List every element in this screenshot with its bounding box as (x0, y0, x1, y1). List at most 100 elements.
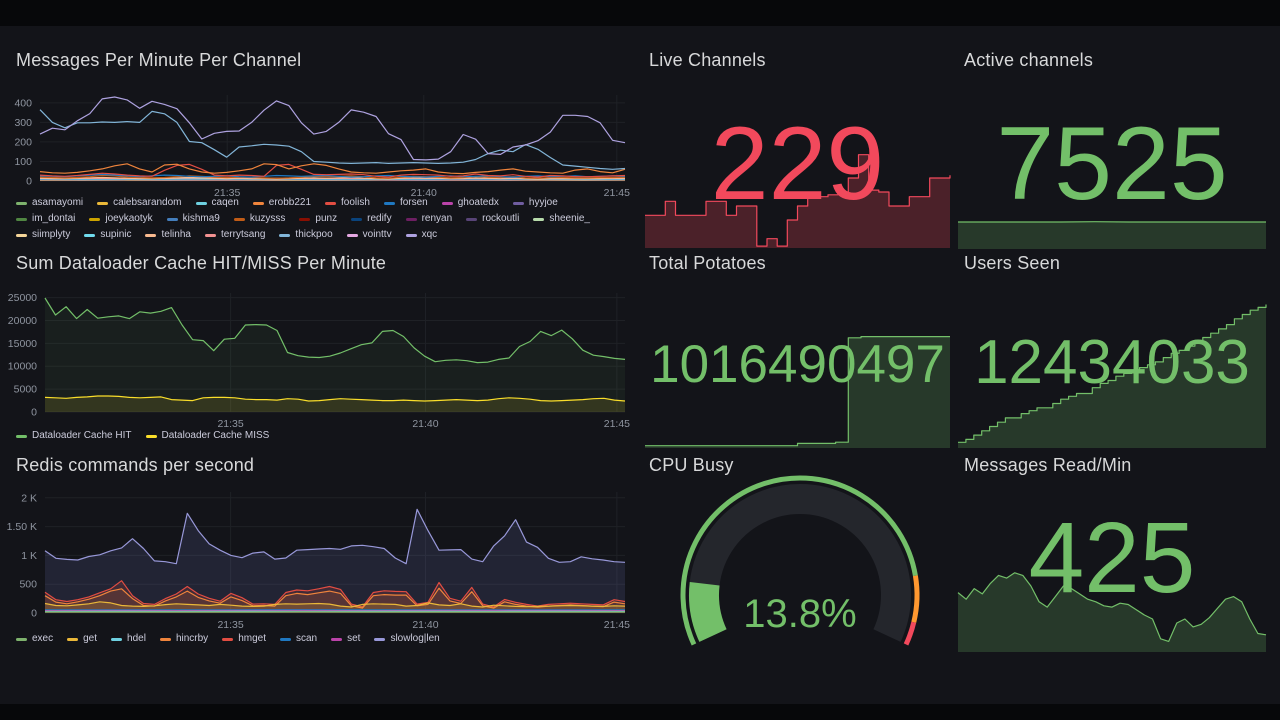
legend-swatch (383, 201, 395, 205)
messages-per-channel-legend: asamayomi calebsarandom caqen erobb221 fooli… (16, 197, 628, 245)
live-channels-sparkline (645, 154, 951, 248)
svg-text:21:45: 21:45 (604, 619, 630, 631)
legend-item-redify[interactable]: redify (351, 213, 392, 225)
legend-label: set (347, 633, 361, 644)
svg-text:21:45: 21:45 (604, 418, 630, 430)
svg-text:15000: 15000 (8, 338, 37, 350)
legend-swatch (16, 434, 27, 438)
legend-swatch (145, 233, 157, 237)
legend-swatch (145, 434, 157, 438)
legend-item-xqc[interactable]: xqc (405, 229, 438, 241)
legend-label: rockoutli (482, 213, 520, 224)
panel-title-active-channels[interactable]: Active channels (964, 50, 1094, 70)
panel-title-redis[interactable]: Redis commands per second (16, 455, 255, 475)
legend-item-hyyjoe[interactable]: hyyjoe (512, 197, 558, 209)
svg-text:0: 0 (31, 608, 37, 620)
messages-per-channel-chart[interactable]: 21:35 21:40 21:45 0 100 200 300 400 (14, 95, 630, 199)
legend-label: asamayomi (32, 197, 84, 208)
active-channels-sparkline (958, 221, 1266, 249)
legend-swatch (204, 233, 216, 237)
svg-text:300: 300 (14, 117, 32, 129)
legend-item-hmget[interactable]: hmget (222, 633, 266, 645)
legend-item-get[interactable]: get (67, 633, 97, 645)
legend-label: vointtv (362, 229, 392, 240)
legend-swatch (16, 217, 27, 221)
legend-item-punz[interactable]: punz (299, 213, 337, 225)
legend-item-vointtv[interactable]: vointtv (346, 229, 392, 241)
legend-label: Dataloader Cache MISS (161, 430, 270, 441)
legend-item-im-dontai[interactable]: im_dontai (16, 213, 75, 225)
legend-item-calebsarandom[interactable]: calebsarandom (97, 197, 182, 209)
legend-swatch (331, 637, 343, 641)
legend-label: xqc (421, 229, 438, 240)
legend-item-sheenie-[interactable]: sheenie_ (533, 213, 590, 225)
legend-swatch (346, 233, 358, 237)
svg-text:1 K: 1 K (21, 550, 37, 562)
svg-text:21:35: 21:35 (217, 619, 243, 631)
svg-text:500: 500 (19, 579, 37, 591)
legend-item-joeykaotyk[interactable]: joeykaotyk (89, 213, 153, 225)
legend-item-exec[interactable]: exec (16, 633, 53, 645)
panel-title-live-channels[interactable]: Live Channels (649, 50, 766, 70)
legend-item-slowlog-len[interactable]: slowlog|len (374, 633, 440, 645)
legend-item-telinha[interactable]: telinha (145, 229, 191, 241)
legend-item-set[interactable]: set (331, 633, 360, 645)
legend-label: kishma9 (182, 213, 220, 224)
users-seen-sparkline (958, 304, 1267, 448)
svg-text:21:45: 21:45 (604, 187, 630, 199)
svg-text:20000: 20000 (8, 315, 37, 327)
panel-title-cpu-busy[interactable]: CPU Busy (649, 455, 734, 475)
svg-text:400: 400 (14, 97, 32, 109)
legend-swatch (466, 217, 478, 221)
legend-item-scan[interactable]: scan (279, 633, 318, 645)
legend-swatch (533, 217, 545, 221)
legend-item-forsen[interactable]: forsen (383, 197, 428, 209)
legend-swatch (159, 637, 171, 641)
legend-item-hdel[interactable]: hdel (111, 633, 146, 645)
legend-item-siimplyty[interactable]: siimplyty (16, 229, 70, 241)
legend-label: scan (295, 633, 318, 644)
legend-item-hincrby[interactable]: hincrby (159, 633, 208, 645)
legend-swatch (16, 233, 27, 237)
legend-label: renyan (421, 213, 453, 224)
legend-item-foolish[interactable]: foolish (325, 197, 370, 209)
legend-swatch (16, 201, 27, 205)
legend-label: punz (315, 213, 338, 224)
legend-item-kuzysss[interactable]: kuzysss (233, 213, 285, 225)
panel-title-dataloader[interactable]: Sum Dataloader Cache HIT/MISS Per Minute (16, 253, 387, 273)
legend-label: foolish (341, 197, 370, 208)
legend-label: joeykaotyk (105, 213, 153, 224)
total-potatoes-sparkline (645, 335, 950, 448)
panel-title-messages-per-channel[interactable]: Messages Per Minute Per Channel (16, 50, 302, 70)
legend-swatch (195, 201, 207, 205)
legend-label: telinha (161, 229, 191, 240)
legend-item-terrytsang[interactable]: terrytsang (204, 229, 265, 241)
legend-label: erobb221 (268, 197, 312, 208)
svg-text:25000: 25000 (8, 292, 37, 304)
legend-item-dataloader-cache-miss[interactable]: Dataloader Cache MISS (145, 430, 270, 442)
legend-item-kishma9[interactable]: kishma9 (166, 213, 220, 225)
redis-chart[interactable]: 21:35 21:40 21:45 0 500 1 K 1.50 K 2 K (7, 492, 630, 631)
legend-item-dataloader-cache-hit[interactable]: Dataloader Cache HIT (16, 430, 132, 442)
cpu-busy-value: 13.8% (743, 592, 857, 636)
legend-item-renyan[interactable]: renyan (405, 213, 453, 225)
panel-title-messages-read[interactable]: Messages Read/Min (964, 455, 1132, 475)
dataloader-chart[interactable]: 21:35 21:40 21:45 0 5000 10000 15000 20000 25000 (8, 292, 630, 430)
legend-item-supinic[interactable]: supinic (84, 229, 131, 241)
dataloader-legend: Dataloader Cache HIT Dataloader Cache MIS… (16, 430, 628, 446)
panel-title-total-potatoes[interactable]: Total Potatoes (649, 253, 766, 273)
legend-swatch (97, 201, 109, 205)
legend-item-erobb221[interactable]: erobb221 (252, 197, 312, 209)
legend-item-ghoatedx[interactable]: ghoatedx (441, 197, 499, 209)
panel-title-users-seen[interactable]: Users Seen (964, 253, 1061, 273)
legend-label: redify (367, 213, 392, 224)
svg-text:21:40: 21:40 (412, 418, 438, 430)
legend-item-caqen[interactable]: caqen (195, 197, 239, 209)
legend-label: forsen (399, 197, 428, 208)
legend-item-rockoutli[interactable]: rockoutli (466, 213, 519, 225)
legend-item-asamayomi[interactable]: asamayomi (16, 197, 83, 209)
svg-text:10000: 10000 (8, 361, 37, 373)
legend-item-thickpoo[interactable]: thickpoo (279, 229, 333, 241)
legend-swatch (16, 637, 27, 641)
legend-label: ghoatedx (457, 197, 499, 208)
